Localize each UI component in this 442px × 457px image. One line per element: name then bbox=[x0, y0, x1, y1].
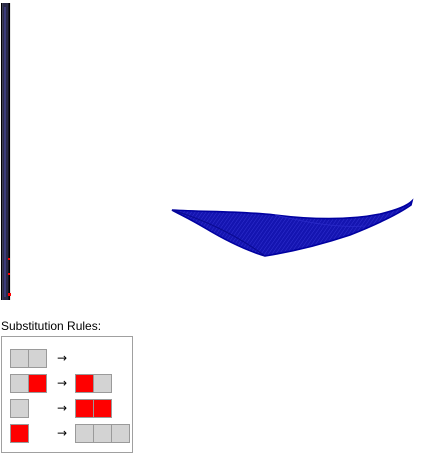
rule-rhs bbox=[75, 424, 130, 443]
evolution-history-strip bbox=[0, 3, 11, 300]
substitution-rules-panel: → → → bbox=[1, 336, 133, 453]
rule-rhs bbox=[75, 399, 112, 418]
gray-cell bbox=[75, 424, 94, 443]
substitution-rules-label: Substitution Rules: bbox=[1, 319, 102, 333]
rule-lhs bbox=[10, 399, 29, 418]
red-cell bbox=[75, 374, 94, 393]
rule-rhs bbox=[75, 374, 112, 393]
rule-row-2: → bbox=[10, 374, 128, 394]
gray-cell bbox=[10, 349, 29, 368]
rule-lhs bbox=[10, 424, 29, 443]
rule-row-3: → bbox=[10, 399, 128, 419]
gray-cell bbox=[28, 349, 47, 368]
red-cell bbox=[93, 399, 112, 418]
rule-lhs bbox=[10, 349, 47, 368]
gray-cell bbox=[10, 374, 29, 393]
red-cell bbox=[10, 424, 29, 443]
gray-cell bbox=[10, 399, 29, 418]
arrow-icon: → bbox=[57, 376, 68, 390]
gray-cell bbox=[93, 424, 112, 443]
gray-cell bbox=[111, 424, 130, 443]
rule-row-4: → bbox=[10, 424, 130, 444]
gray-cell bbox=[93, 374, 112, 393]
arrow-icon: → bbox=[57, 351, 68, 365]
arrow-icon: → bbox=[57, 426, 68, 440]
red-cell bbox=[28, 374, 47, 393]
rule-row-1: → bbox=[10, 349, 128, 369]
rule-lhs bbox=[10, 374, 47, 393]
red-cell bbox=[75, 399, 94, 418]
arrow-icon: → bbox=[57, 401, 68, 415]
3d-surface-plot[interactable] bbox=[165, 192, 420, 262]
